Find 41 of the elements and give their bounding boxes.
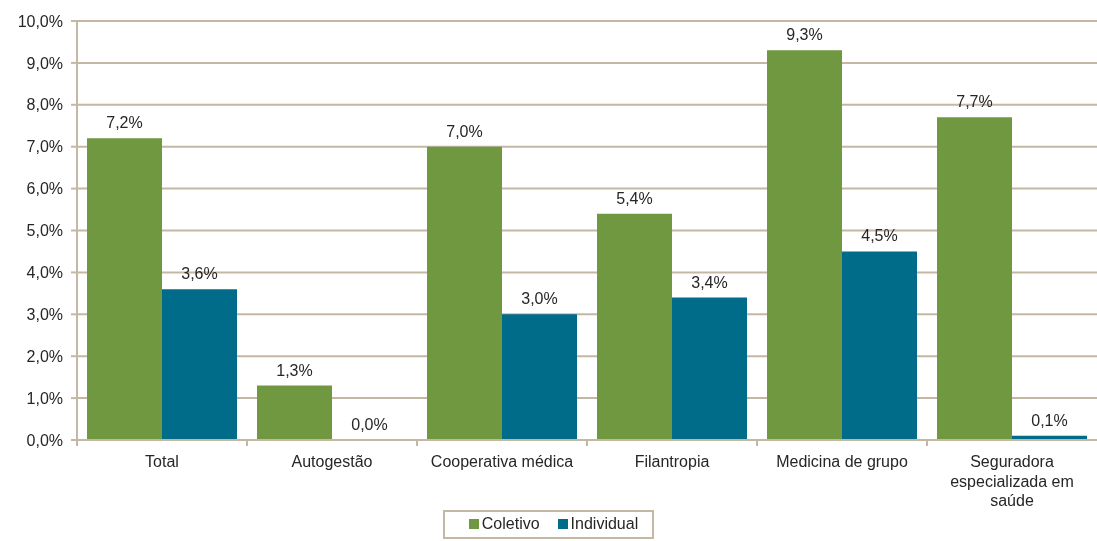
data-label: 7,7%: [956, 93, 993, 111]
bar: [502, 314, 577, 440]
bar: [162, 289, 237, 440]
x-tick-label: Medicina de grupo: [776, 453, 908, 471]
data-label: 3,0%: [521, 290, 558, 308]
bar: [672, 297, 747, 440]
legend-label: Coletivo: [480, 515, 540, 533]
bar: [597, 213, 672, 440]
data-label: 4,5%: [861, 227, 898, 245]
y-tick-label: 0,0%: [26, 431, 63, 449]
legend-label: Individual: [569, 515, 639, 533]
x-tick-label: Filantropia: [634, 453, 710, 471]
data-label: 0,1%: [1031, 411, 1068, 429]
bar: [842, 251, 917, 440]
bar: [427, 146, 502, 440]
data-label: 3,6%: [181, 265, 218, 283]
x-tick-label: Total: [145, 453, 179, 471]
data-label: 0,0%: [351, 415, 388, 433]
data-label: 5,4%: [616, 189, 653, 207]
y-tick-label: 7,0%: [26, 138, 63, 156]
x-tick-label: Cooperativa médica: [430, 453, 574, 471]
y-tick-label: 6,0%: [26, 180, 63, 198]
y-tick-label: 5,0%: [26, 222, 63, 240]
y-tick-label: 4,0%: [26, 264, 63, 282]
y-tick-label: 8,0%: [26, 96, 63, 114]
data-label: 1,3%: [276, 361, 313, 379]
x-tick-label: Seguradora especializada em saúde: [950, 453, 1074, 509]
x-tick-label: Autogestão: [291, 453, 373, 471]
y-tick-label: 10,0%: [17, 12, 63, 30]
bar: [937, 117, 1012, 440]
bar: [257, 385, 332, 440]
bar: [767, 50, 842, 440]
data-label: 7,2%: [106, 114, 143, 132]
data-label: 9,3%: [786, 26, 823, 44]
bar: [87, 138, 162, 440]
y-tick-label: 2,0%: [26, 347, 63, 365]
y-tick-label: 1,0%: [26, 389, 63, 407]
y-tick-label: 9,0%: [26, 54, 63, 72]
y-tick-label: 3,0%: [26, 305, 63, 323]
data-label: 3,4%: [691, 273, 728, 291]
data-label: 7,0%: [446, 122, 483, 140]
